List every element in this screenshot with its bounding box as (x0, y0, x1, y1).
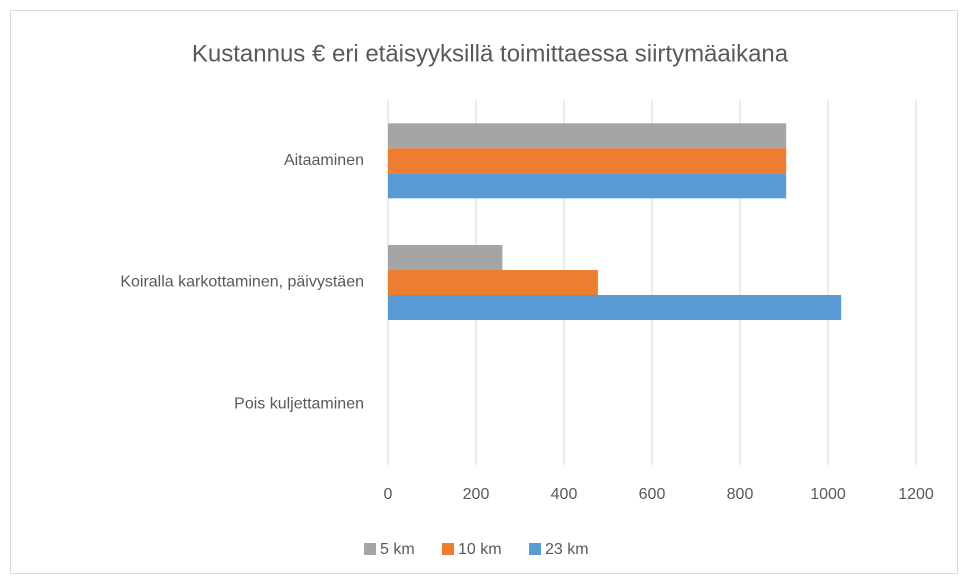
bar (388, 245, 503, 270)
x-tick-label: 1000 (810, 486, 846, 503)
chart-title: Kustannus € eri etäisyyksillä toimittaes… (192, 40, 789, 67)
x-tick-label: 800 (727, 486, 754, 503)
legend-label: 10 km (458, 541, 502, 558)
x-tick-label: 600 (639, 486, 666, 503)
y-tick-label: Pois kuljettaminen (234, 395, 364, 412)
bar (388, 148, 787, 174)
x-tick-label: 400 (551, 486, 578, 503)
y-tick-label: Aitaaminen (284, 152, 364, 169)
x-tick-label: 200 (463, 486, 490, 503)
legend-swatch (529, 543, 541, 555)
legend-swatch (364, 543, 376, 555)
x-tick-label: 0 (384, 486, 393, 503)
bar (388, 173, 787, 199)
legend-swatch (442, 543, 454, 555)
bar (388, 123, 787, 149)
x-tick-label: 1200 (898, 486, 934, 503)
bar (388, 295, 842, 320)
legend-label: 5 km (380, 541, 415, 558)
bar (388, 270, 598, 295)
y-tick-label: Koiralla karkottaminen, päivystäen (120, 274, 364, 291)
legend-label: 23 km (545, 541, 589, 558)
